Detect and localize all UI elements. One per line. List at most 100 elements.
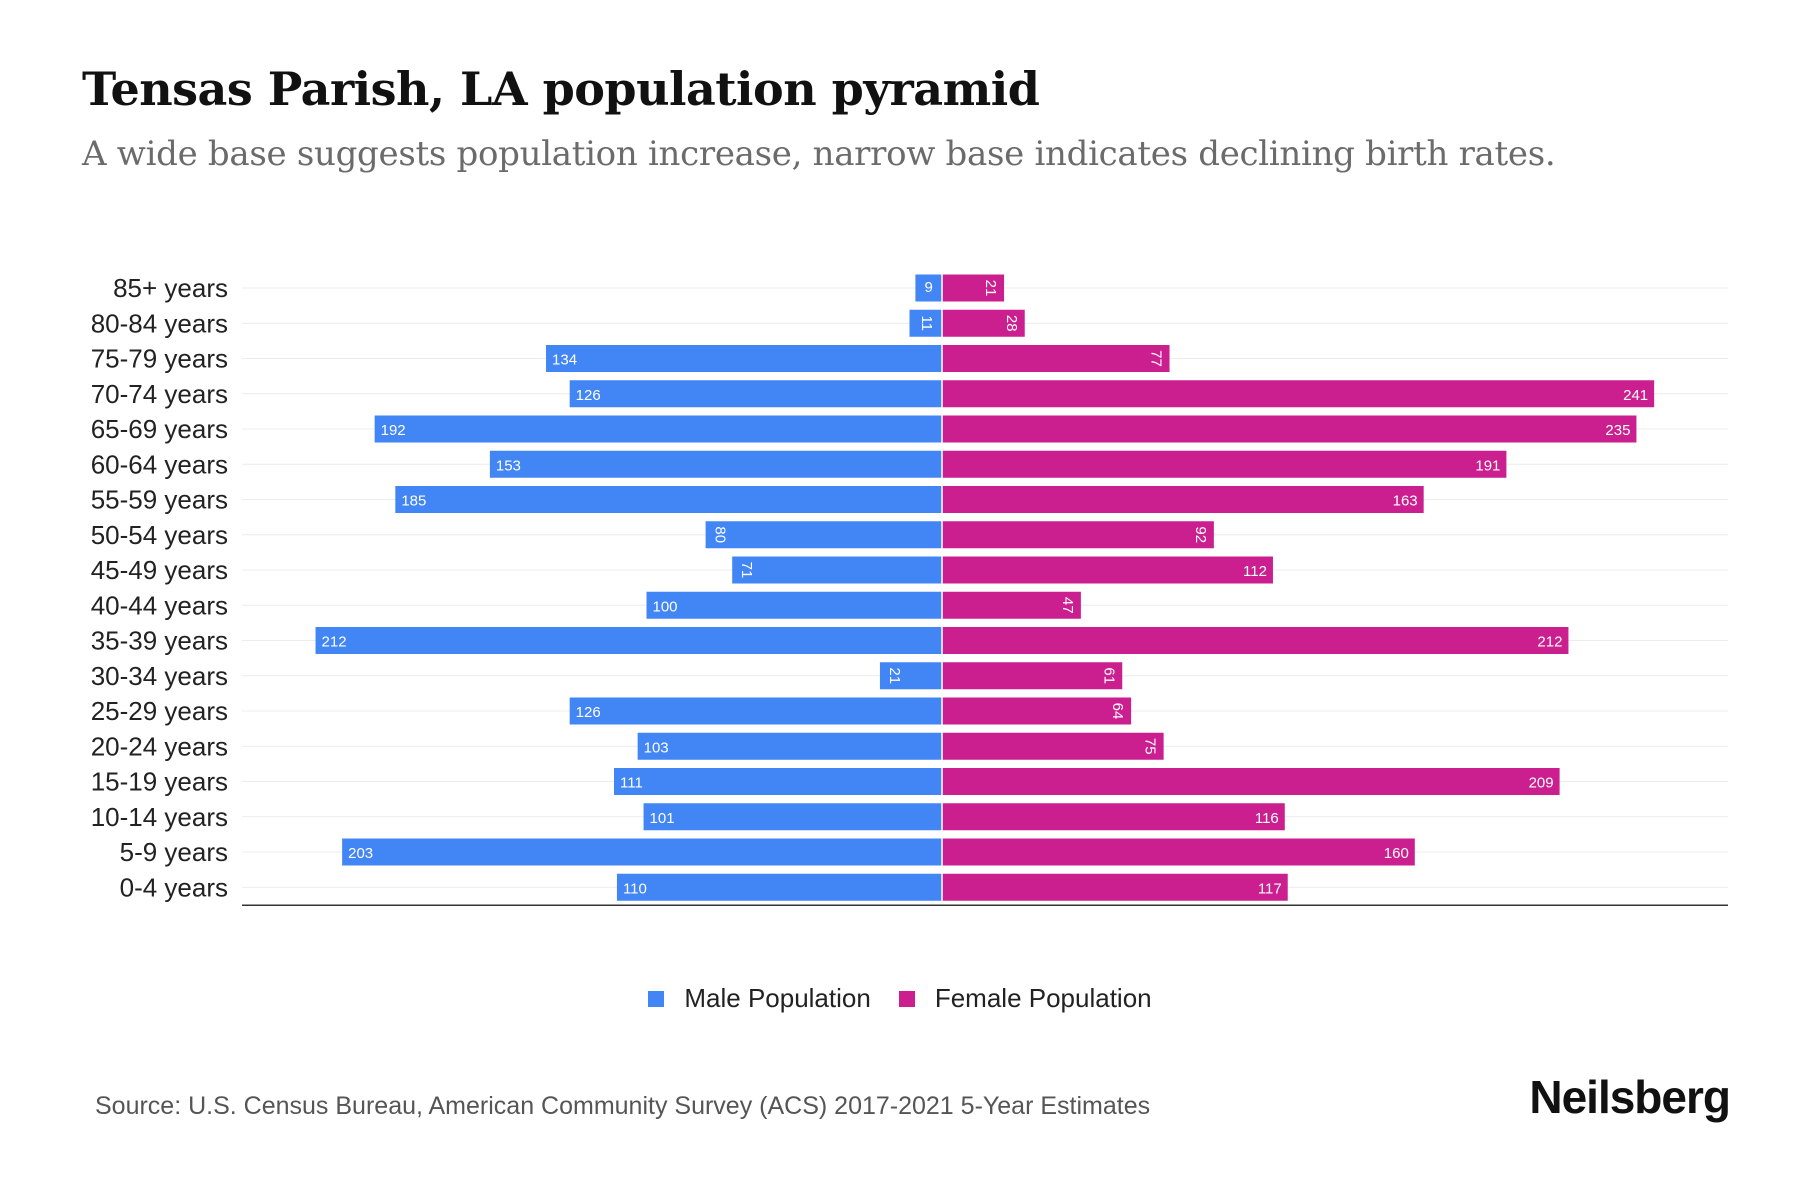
bar-male[interactable] xyxy=(705,521,942,549)
bar-male[interactable] xyxy=(637,732,942,760)
bar-female[interactable] xyxy=(942,768,1560,795)
bar-female[interactable] xyxy=(942,486,1424,513)
bar-female[interactable] xyxy=(942,697,1132,725)
value-label-male: 203 xyxy=(348,845,373,862)
legend-label-female: Female Population xyxy=(934,983,1152,1013)
value-label-female: 47 xyxy=(1059,597,1076,614)
bar-male[interactable] xyxy=(909,309,942,337)
bar-male[interactable] xyxy=(546,345,942,372)
value-label-female: 75 xyxy=(1142,738,1159,755)
legend-swatch-female xyxy=(898,990,915,1007)
value-label-female: 77 xyxy=(1148,350,1165,367)
value-label-male: 111 xyxy=(620,775,643,792)
legend-item-male[interactable]: Male Population xyxy=(648,983,871,1014)
legend-item-female[interactable]: Female Population xyxy=(898,983,1152,1014)
value-label-male: 9 xyxy=(925,279,933,296)
bar-male[interactable] xyxy=(489,450,942,478)
chart-subtitle: A wide base suggests population increase… xyxy=(82,134,1556,174)
bar-male[interactable] xyxy=(646,591,943,619)
bar-female[interactable] xyxy=(942,803,1285,831)
bar-female[interactable] xyxy=(942,345,1170,372)
value-label-male: 185 xyxy=(401,493,426,510)
category-label: 15-19 years xyxy=(91,767,228,797)
value-label-female: 21 xyxy=(982,280,999,297)
bar-female[interactable] xyxy=(942,274,1005,302)
value-label-male: 110 xyxy=(623,880,647,897)
value-label-male: 212 xyxy=(322,634,347,651)
bar-male[interactable] xyxy=(616,873,942,901)
bar-male[interactable] xyxy=(643,803,942,831)
source-note: Source: U.S. Census Bureau, American Com… xyxy=(95,1092,1151,1120)
category-label: 20-24 years xyxy=(91,731,228,761)
category-label: 70-74 years xyxy=(91,379,228,409)
value-label-female: 212 xyxy=(1537,634,1562,651)
value-label-male: 103 xyxy=(644,739,669,756)
legend: Male Population Female Population xyxy=(0,983,1800,1014)
category-label: 10-14 years xyxy=(91,802,228,832)
bar-female[interactable] xyxy=(942,732,1164,760)
gridlines xyxy=(242,287,1728,888)
category-label: 55-59 years xyxy=(91,485,228,515)
bar-female[interactable] xyxy=(942,380,1655,408)
bar-female[interactable] xyxy=(942,662,1123,690)
bar-male[interactable] xyxy=(732,556,942,584)
bar-female[interactable] xyxy=(942,627,1569,654)
category-label: 0-4 years xyxy=(120,872,228,902)
bar-female[interactable] xyxy=(942,838,1415,866)
bar-male[interactable] xyxy=(374,415,942,443)
bar-female[interactable] xyxy=(942,591,1081,619)
bar-male[interactable] xyxy=(569,697,942,725)
category-label: 60-64 years xyxy=(91,449,228,479)
category-label: 35-39 years xyxy=(91,626,228,656)
value-label-male: 126 xyxy=(576,704,601,721)
value-label-female: 64 xyxy=(1109,703,1126,720)
value-label-female: 235 xyxy=(1605,422,1630,439)
value-label-female: 160 xyxy=(1384,845,1409,862)
category-label: 85+ years xyxy=(113,273,228,303)
legend-label-male: Male Population xyxy=(684,983,871,1013)
category-label: 80-84 years xyxy=(91,308,228,338)
value-label-female: 163 xyxy=(1393,493,1418,510)
value-label-male: 134 xyxy=(552,352,577,369)
value-label-male: 153 xyxy=(496,457,521,474)
value-label-male: 100 xyxy=(653,598,678,615)
value-label-female: 61 xyxy=(1100,667,1117,684)
value-label-female: 117 xyxy=(1258,880,1282,897)
value-label-female: 116 xyxy=(1255,810,1279,827)
value-label-male: 192 xyxy=(381,422,406,439)
bar-male[interactable] xyxy=(395,486,942,513)
bar-male[interactable] xyxy=(342,838,942,866)
value-label-female: 28 xyxy=(1003,315,1020,332)
bar-male[interactable] xyxy=(569,380,942,408)
bars xyxy=(315,274,1655,901)
bar-female[interactable] xyxy=(942,450,1507,478)
category-label: 50-54 years xyxy=(91,520,228,550)
bar-female[interactable] xyxy=(942,521,1214,549)
bar-female[interactable] xyxy=(942,556,1273,584)
bar-female[interactable] xyxy=(942,873,1288,901)
category-label: 25-29 years xyxy=(91,696,228,726)
value-label-male: 21 xyxy=(886,667,903,684)
bar-female[interactable] xyxy=(942,415,1637,443)
category-labels: 85+ years 80-84 years 75-79 years 70-74 yea… xyxy=(91,273,228,902)
bar-female[interactable] xyxy=(942,309,1025,337)
value-label-female: 209 xyxy=(1529,775,1554,792)
category-label: 40-44 years xyxy=(91,590,228,620)
category-label: 5-9 years xyxy=(120,837,228,867)
bar-male[interactable] xyxy=(879,662,942,690)
value-label-male: 101 xyxy=(650,810,675,827)
value-label-female: 112 xyxy=(1243,563,1267,580)
bar-male[interactable] xyxy=(915,274,942,302)
category-label: 75-79 years xyxy=(91,344,228,374)
bar-male[interactable] xyxy=(613,768,942,795)
value-label-female: 191 xyxy=(1475,457,1500,474)
legend-swatch-male xyxy=(648,990,665,1007)
value-label-male: 126 xyxy=(576,387,601,404)
brand-logo[interactable]: Neilsberg xyxy=(1529,1071,1731,1123)
bar-male[interactable] xyxy=(315,627,942,654)
value-label-male: 11 xyxy=(918,315,935,331)
category-label: 45-49 years xyxy=(91,555,228,585)
category-label: 65-69 years xyxy=(91,414,228,444)
